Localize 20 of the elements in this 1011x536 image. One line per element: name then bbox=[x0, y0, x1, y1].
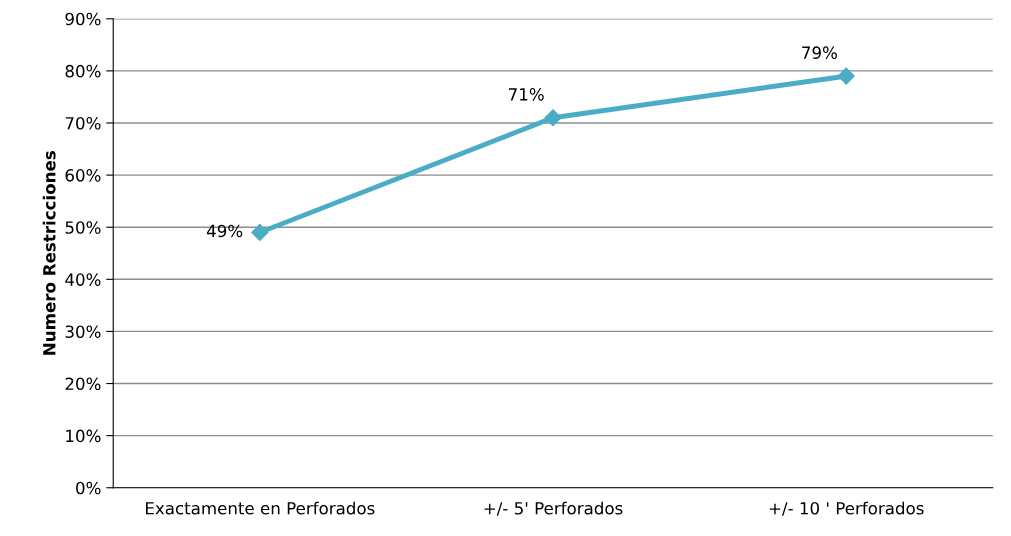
point bbox=[251, 223, 269, 241]
y-tick-label: 10% bbox=[66, 429, 101, 443]
x-tick-label: +/- 5' Perforados bbox=[484, 501, 623, 516]
y-tick-label: 60% bbox=[65, 169, 101, 182]
point bbox=[544, 109, 562, 127]
y-tick-label: 90% bbox=[65, 12, 101, 26]
y-axis-title: Numero Restricciones bbox=[42, 151, 56, 355]
y-tick-label: 50% bbox=[65, 221, 101, 234]
data-label: 49% bbox=[206, 224, 243, 238]
y-tick-label: 30% bbox=[65, 325, 101, 338]
y-tick-label: 80% bbox=[65, 64, 101, 78]
data-label: 79% bbox=[802, 46, 837, 59]
y-tick-label: 70% bbox=[65, 116, 101, 130]
x-tick-label: +/- 10 ' Perforados bbox=[769, 501, 924, 516]
point bbox=[837, 67, 855, 85]
y-tick-label: 20% bbox=[65, 377, 101, 391]
y-tick-label: 40% bbox=[65, 273, 101, 286]
x-tick-label: Exactamente en Perforados bbox=[146, 501, 375, 515]
data-label: 71% bbox=[509, 88, 544, 101]
y-tick-label: 0% bbox=[76, 481, 101, 495]
